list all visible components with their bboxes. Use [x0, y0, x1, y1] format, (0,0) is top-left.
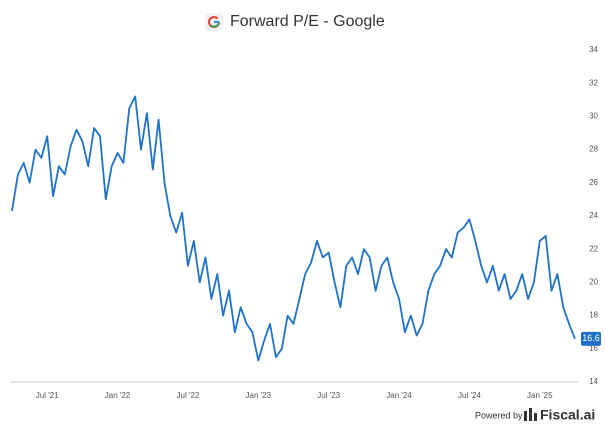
last-value-label: 16.6	[582, 333, 600, 343]
y-tick-label: 30	[589, 112, 598, 121]
y-tick-label: 24	[589, 211, 598, 220]
x-tick-label: Jul '22	[177, 391, 200, 400]
x-tick-label: Jul '24	[458, 391, 481, 400]
line	[11, 95, 576, 362]
x-tick-label: Jul '21	[36, 391, 59, 400]
y-tick-label: 32	[589, 78, 598, 87]
x-tick-label: Jan '22	[105, 391, 131, 400]
y-tick-label: 26	[589, 178, 598, 187]
y-tick-label: 20	[589, 278, 598, 287]
chart-title: Forward P/E - Google	[230, 13, 385, 30]
google-icon	[205, 13, 223, 31]
x-tick-label: Jul '23	[317, 391, 340, 400]
y-tick-label: 14	[589, 377, 598, 386]
y-tick-label: 28	[589, 145, 598, 154]
x-tick-label: Jan '23	[246, 391, 272, 400]
fiscal-logo	[524, 408, 537, 421]
brand: Fiscal.ai	[540, 407, 595, 423]
y-tick-label: 22	[589, 244, 598, 253]
x-tick-label: Jan '24	[386, 391, 412, 400]
x-tick-label: Jan '25	[527, 391, 553, 400]
y-tick-label: 34	[589, 45, 598, 54]
y-tick-label: 16	[589, 344, 598, 353]
last-value-box	[581, 331, 601, 346]
y-tick-label: 18	[589, 311, 598, 320]
powered-by: Powered by	[475, 410, 523, 420]
